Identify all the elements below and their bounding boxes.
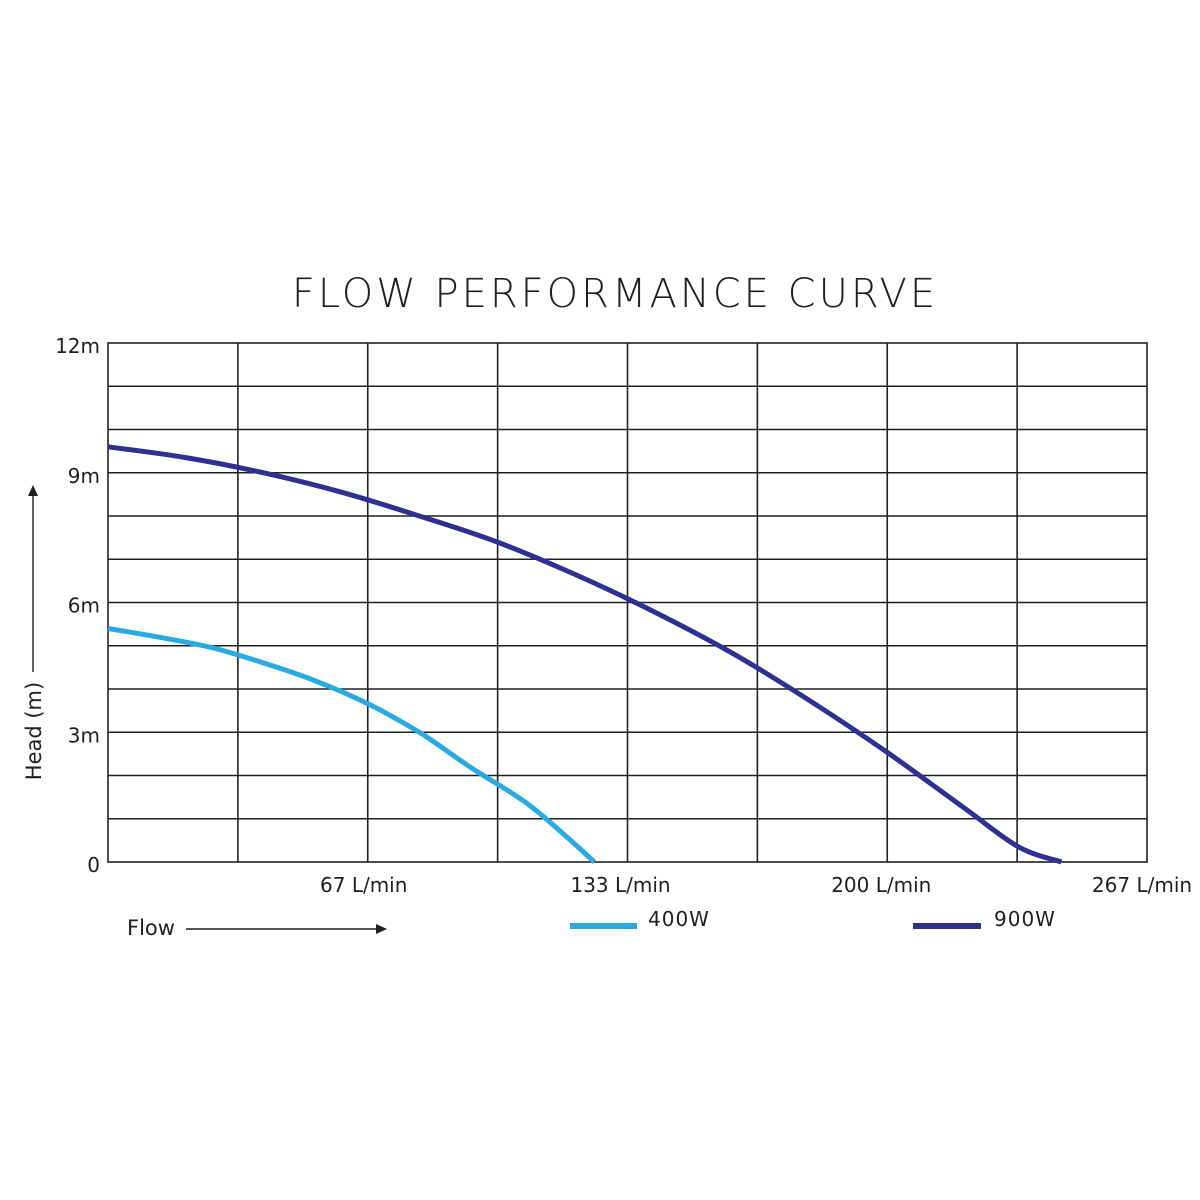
legend-label-900w: 900W bbox=[994, 907, 1056, 931]
x-axis-ticks: 67 L/min 133 L/min 200 L/min 267 L/min bbox=[320, 873, 1192, 897]
y-tick-label: 6m bbox=[68, 594, 100, 618]
x-tick-label: 133 L/min bbox=[570, 873, 670, 897]
chart-grid bbox=[107, 342, 1148, 863]
series-line-400w bbox=[107, 626, 597, 864]
chart-legend: 400W 900W bbox=[570, 907, 1056, 931]
y-tick-label: 12m bbox=[55, 334, 100, 358]
x-axis-title: Flow bbox=[127, 916, 387, 940]
series-line-900w bbox=[107, 444, 1063, 865]
x-tick-label: 200 L/min bbox=[831, 873, 931, 897]
y-axis-title: Head (m) bbox=[22, 485, 46, 780]
chart-series bbox=[107, 444, 1063, 865]
x-tick-label: 267 L/min bbox=[1092, 873, 1192, 897]
y-tick-label: 0 bbox=[87, 853, 100, 877]
y-tick-label: 3m bbox=[68, 723, 100, 747]
x-axis-arrow-icon bbox=[376, 924, 387, 934]
y-tick-label: 9m bbox=[68, 464, 100, 488]
y-axis-arrow-icon bbox=[28, 485, 38, 496]
chart-title: FLOW PERFORMANCE CURVE bbox=[292, 271, 938, 317]
y-axis-label: Head (m) bbox=[22, 682, 46, 780]
legend-label-400w: 400W bbox=[648, 907, 710, 931]
x-tick-label: 67 L/min bbox=[320, 873, 407, 897]
y-axis-ticks: 0 3m 6m 9m 12m bbox=[55, 334, 100, 877]
x-axis-label: Flow bbox=[127, 916, 175, 940]
